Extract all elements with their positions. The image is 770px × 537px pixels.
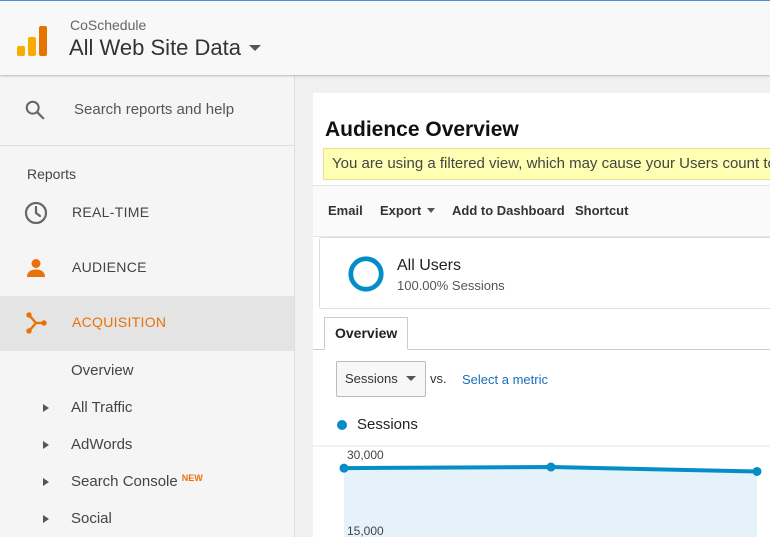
sidebar-item-label: AUDIENCE — [72, 259, 147, 275]
sidebar-item-label: ACQUISITION — [72, 314, 167, 330]
sidebar-subitem-search-console[interactable]: Search Console NEW — [0, 463, 294, 500]
sidebar-item-label: REAL-TIME — [72, 204, 150, 220]
export-label: Export — [380, 203, 422, 218]
y-tick-label: 30,000 — [347, 448, 384, 462]
segment-name: All Users — [397, 257, 462, 274]
sidebar-item-realtime[interactable]: REAL-TIME — [0, 186, 294, 241]
sidebar-subitem-label: Search Console — [71, 473, 178, 490]
sidebar-item-audience[interactable]: AUDIENCE — [0, 241, 294, 296]
expand-arrow-icon[interactable] — [43, 441, 49, 449]
caret-down-icon — [249, 44, 262, 51]
email-button[interactable]: Email — [328, 203, 363, 218]
chevron-down-icon — [406, 376, 416, 381]
sessions-chart: 30,000 15,000 — [313, 445, 770, 537]
new-badge: NEW — [181, 473, 203, 483]
vs-label: vs. — [430, 371, 447, 386]
segment-card[interactable]: All Users 100.00% Sessions — [319, 237, 770, 309]
sidebar-subitem-label: Social — [71, 510, 112, 527]
sidebar-subitem-label: All Traffic — [71, 399, 133, 416]
analytics-logo[interactable] — [17, 26, 47, 56]
sidebar-subitem-label: AdWords — [71, 436, 133, 453]
data-point[interactable] — [339, 463, 349, 473]
sidebar-subitem-all-traffic[interactable]: All Traffic — [0, 389, 294, 426]
select-metric-link[interactable]: Select a metric — [462, 372, 548, 387]
top-header: CoSchedule All Web Site Data — [0, 0, 770, 75]
tab-bar: Overview — [313, 315, 770, 350]
chevron-down-icon — [427, 208, 436, 214]
metric-dropdown[interactable]: Sessions — [336, 361, 426, 397]
export-button[interactable]: Export — [380, 203, 436, 218]
sidebar-subitem-social[interactable]: Social — [0, 500, 294, 537]
person-icon — [27, 259, 45, 277]
chart-marks — [339, 462, 762, 537]
tab-overview[interactable]: Overview — [324, 317, 409, 350]
add-to-dashboard-button[interactable]: Add to Dashboard — [452, 203, 565, 218]
report-panel: Audience Overview You are using a filter… — [313, 93, 770, 537]
series-area — [344, 467, 757, 537]
view-selector-label: All Web Site Data — [69, 35, 242, 60]
page-title: Audience Overview — [325, 118, 519, 141]
reports-heading: Reports — [27, 166, 77, 182]
sidebar-subitem-label-wrap: Search Console NEW — [71, 473, 203, 490]
sidebar-subitem-adwords[interactable]: AdWords — [0, 426, 294, 463]
logo-bar-medium — [28, 37, 36, 56]
y-tick-label: 15,000 — [347, 524, 384, 537]
expand-arrow-icon[interactable] — [43, 478, 49, 486]
segment-percentage: 100.00% Sessions — [397, 278, 505, 293]
clock-icon — [24, 201, 48, 225]
sidebar-item-acquisition[interactable]: ACQUISITION — [0, 296, 294, 351]
segment-ring-icon — [348, 256, 384, 292]
expand-arrow-icon[interactable] — [43, 515, 49, 523]
legend-marker — [337, 420, 347, 430]
data-point[interactable] — [546, 462, 556, 472]
legend-label: Sessions — [357, 416, 418, 433]
account-name: CoSchedule — [70, 17, 147, 33]
sidebar-subitem-label: Overview — [71, 362, 134, 379]
view-selector[interactable]: All Web Site Data — [69, 35, 262, 61]
sidebar: Search reports and help Reports REAL-TIM… — [0, 75, 295, 537]
logo-bar-short — [17, 46, 25, 56]
data-point[interactable] — [752, 466, 762, 476]
shortcut-button[interactable]: Shortcut — [575, 203, 629, 218]
expand-arrow-icon[interactable] — [43, 404, 49, 412]
acquisition-icon — [26, 312, 47, 334]
logo-bar-tall — [39, 26, 47, 56]
search-icon — [25, 100, 45, 120]
metric-dropdown-value: Sessions — [345, 371, 398, 386]
filtered-view-warning: You are using a filtered view, which may… — [323, 148, 770, 180]
search-input[interactable]: Search reports and help — [74, 101, 235, 118]
search-reports[interactable]: Search reports and help — [0, 75, 294, 146]
report-toolbar: Email Export Add to Dashboard Shortcut — [313, 185, 770, 237]
sidebar-subitem-overview[interactable]: Overview — [0, 352, 294, 389]
